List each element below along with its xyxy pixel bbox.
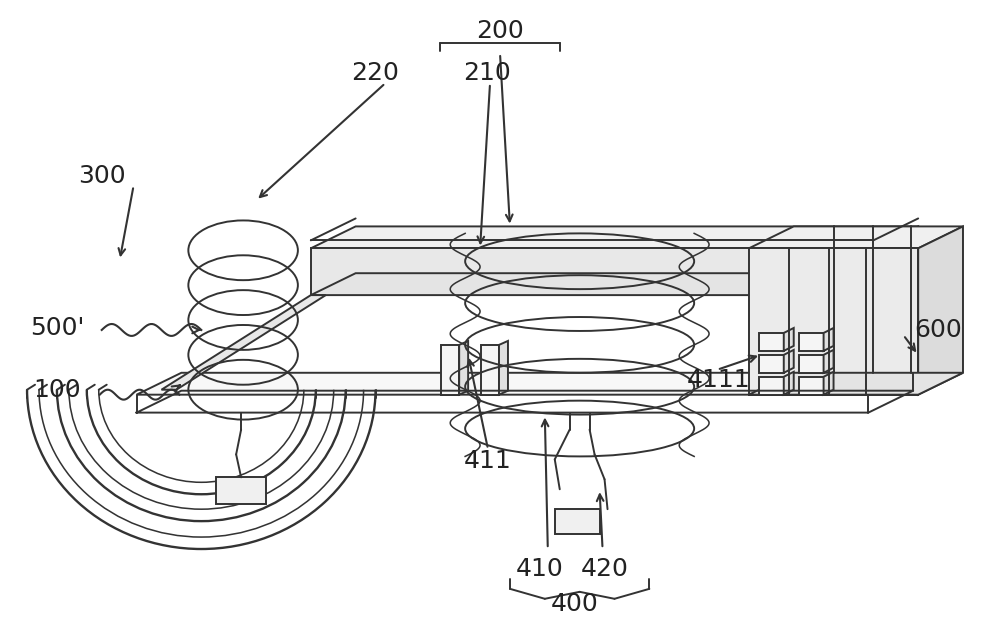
Polygon shape	[784, 328, 794, 351]
Polygon shape	[824, 350, 834, 373]
Polygon shape	[749, 227, 963, 248]
Text: 300: 300	[78, 164, 126, 187]
Polygon shape	[784, 372, 794, 395]
Polygon shape	[759, 377, 784, 395]
Text: 200: 200	[476, 19, 524, 43]
Text: 210: 210	[463, 61, 511, 85]
Polygon shape	[311, 227, 918, 248]
Polygon shape	[784, 350, 794, 373]
Polygon shape	[799, 355, 824, 373]
Polygon shape	[481, 345, 499, 395]
Polygon shape	[918, 227, 963, 395]
Polygon shape	[824, 372, 834, 395]
Polygon shape	[555, 509, 600, 534]
Polygon shape	[759, 355, 784, 373]
Polygon shape	[749, 373, 963, 395]
Text: 100: 100	[33, 377, 81, 402]
Polygon shape	[749, 248, 918, 395]
Polygon shape	[311, 248, 873, 295]
Text: 220: 220	[352, 61, 399, 85]
Polygon shape	[873, 227, 918, 295]
Polygon shape	[799, 333, 824, 351]
Polygon shape	[137, 373, 913, 395]
Polygon shape	[824, 328, 834, 351]
Text: 4111: 4111	[687, 368, 751, 392]
Text: 600: 600	[914, 318, 962, 342]
Polygon shape	[499, 341, 508, 395]
Text: 411: 411	[464, 449, 512, 473]
Text: 500': 500'	[30, 316, 84, 340]
Text: 420: 420	[581, 557, 628, 581]
Polygon shape	[759, 333, 784, 351]
Polygon shape	[441, 345, 459, 395]
Polygon shape	[459, 341, 468, 395]
Polygon shape	[799, 377, 824, 395]
Polygon shape	[161, 295, 326, 390]
Polygon shape	[311, 273, 918, 295]
Text: 410: 410	[516, 557, 564, 581]
Text: 400: 400	[551, 592, 599, 616]
Polygon shape	[216, 477, 266, 504]
